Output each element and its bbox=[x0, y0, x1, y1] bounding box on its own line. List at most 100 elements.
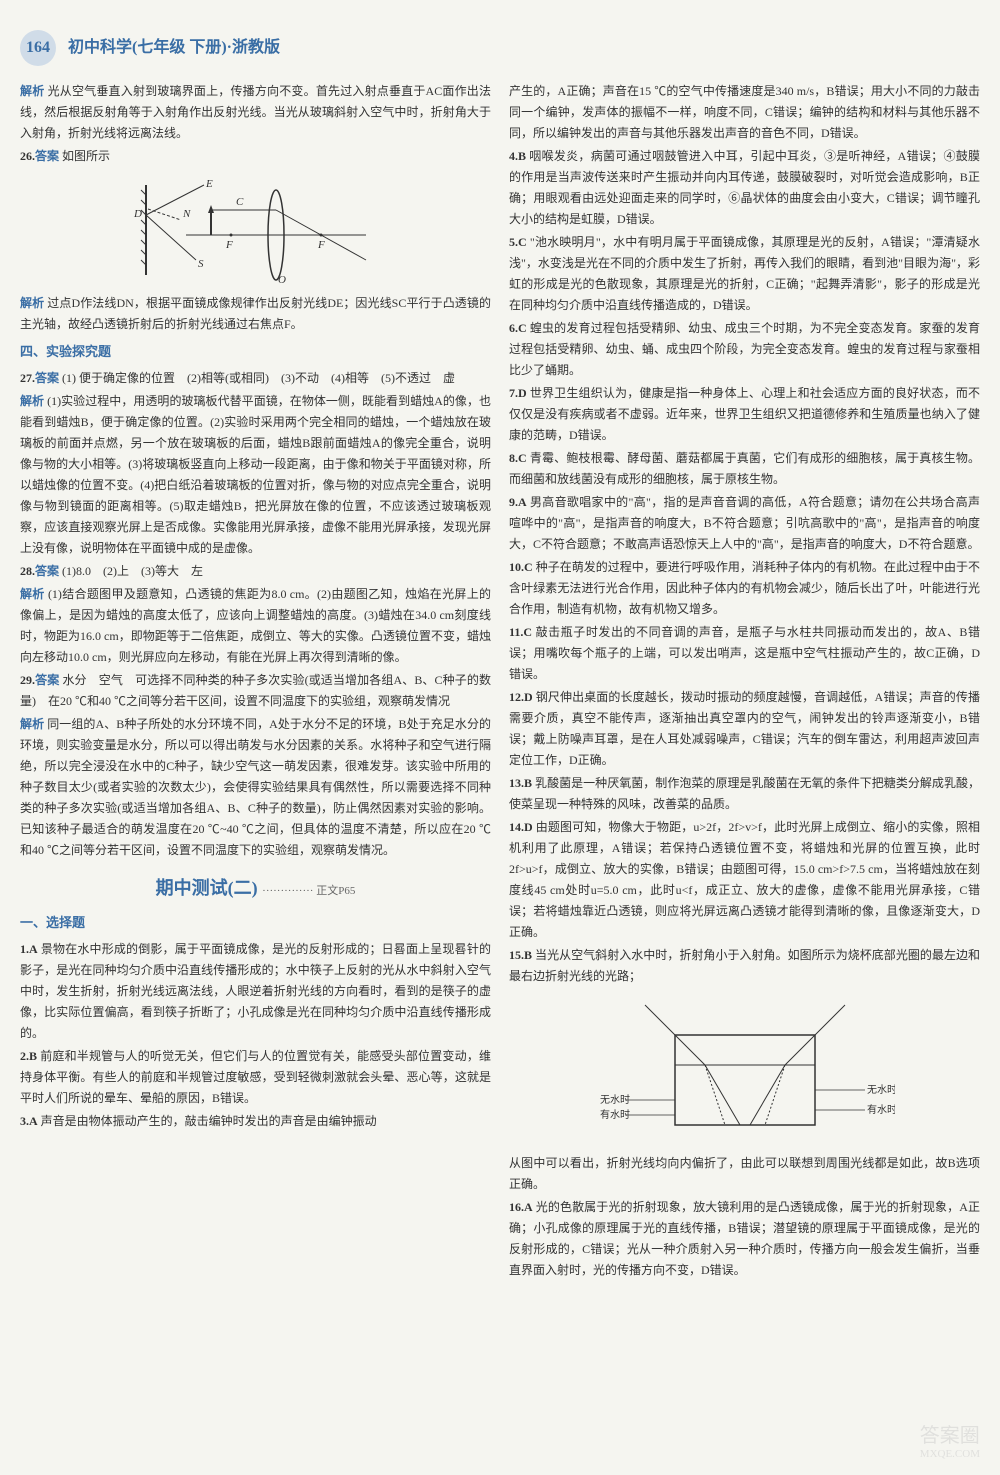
question-text: 当光从空气斜射入水中时，折射角小于入射角。如图所示为烧杯底部光圈的最左边和最右边… bbox=[509, 948, 980, 983]
question-num: 10.C bbox=[509, 560, 533, 574]
svg-text:N: N bbox=[182, 208, 191, 220]
page-number: 164 bbox=[20, 30, 56, 66]
section-4-title: 四、实验探究题 bbox=[20, 341, 491, 364]
analysis-text: 过点D作法线DN，根据平面镜成像规律作出反射光线DE；因光线SC平行于凸透镜的主… bbox=[20, 296, 491, 331]
question-num: 7.D bbox=[509, 386, 527, 400]
analysis-text: (1)结合题图甲及题意知，凸透镜的焦距为8.0 cm。(2)由题图乙知，烛焰在光… bbox=[20, 587, 491, 664]
answer-label: 答案 bbox=[35, 371, 59, 385]
watermark: 答案圈 MXQE.COM bbox=[920, 1419, 980, 1460]
q3: 3.A 声音是由物体振动产生的，敲击编钟时发出的声音是由编钟振动 bbox=[20, 1111, 491, 1132]
question-num: 3.A bbox=[20, 1114, 38, 1128]
optics-diagram: N E S D F F O C bbox=[126, 175, 386, 285]
analysis-label: 解析 bbox=[20, 84, 44, 98]
q27-analysis: 解析 (1)实验过程中，用透明的玻璃板代替平面镜，在物体一侧，既能看到蜡烛A的像… bbox=[20, 391, 491, 559]
svg-text:E: E bbox=[205, 178, 213, 190]
question-num: 4.B bbox=[509, 149, 526, 163]
q28-analysis: 解析 (1)结合题图甲及题意知，凸透镜的焦距为8.0 cm。(2)由题图乙知，烛… bbox=[20, 584, 491, 668]
analysis-text: 光从空气垂直入射到玻璃界面上，传播方向不变。首先过入射点垂直于AC面作出法线，然… bbox=[20, 84, 491, 140]
question-num: 26. bbox=[20, 149, 35, 163]
q26-answer: 26.答案 如图所示 bbox=[20, 146, 491, 167]
q10: 10.C 种子在萌发的过程中，要进行呼吸作用，消耗种子体内的有机物。在此过程中由… bbox=[509, 557, 980, 620]
q2: 2.B 前庭和半规管与人的听觉无关，但它们与人的位置觉有关，能感受头部位置变动，… bbox=[20, 1046, 491, 1109]
left-column: 解析 光从空气垂直入射到玻璃界面上，传播方向不变。首先过入射点垂直于AC面作出法… bbox=[20, 81, 491, 1283]
svg-text:C: C bbox=[236, 196, 244, 208]
q8: 8.C 青霉、鲍枝根霉、酵母菌、蘑菇都属于真菌，它们有成形的细胞核，属于真核生物… bbox=[509, 448, 980, 490]
svg-text:有水时: 有水时 bbox=[867, 1103, 895, 1116]
q15: 15.B 当光从空气斜射入水中时，折射角小于入射角。如图所示为烧杯底部光圈的最左… bbox=[509, 945, 980, 987]
svg-text:无水时: 无水时 bbox=[867, 1084, 895, 1096]
q9: 9.A 男高音歌唱家中的"高"，指的是声音音调的高低，A符合题意；请勿在公共场合… bbox=[509, 492, 980, 555]
page-title: 初中科学(七年级 下册)·浙教版 bbox=[68, 39, 280, 56]
question-text: 蝗虫的发育过程包括受精卵、幼虫、成虫三个时期，为不完全变态发育。家蚕的发育过程包… bbox=[509, 321, 980, 377]
q4: 4.B 咽喉发炎，病菌可通过咽鼓管进入中耳，引起中耳炎，③是听神经，A错误；④鼓… bbox=[509, 146, 980, 230]
q11: 11.C 敲击瓶子时发出的不同音调的声音，是瓶子与水柱共同振动而发出的，故A、B… bbox=[509, 622, 980, 685]
q1: 1.A 景物在水中形成的倒影，属于平面镜成像，是光的反射形成的；日晷面上呈现晷针… bbox=[20, 939, 491, 1044]
question-text: 青霉、鲍枝根霉、酵母菌、蘑菇都属于真菌，它们有成形的细胞核，属于真核生物。而细菌… bbox=[509, 451, 980, 486]
question-text: 男高音歌唱家中的"高"，指的是声音音调的高低，A符合题意；请勿在公共场合高声喧哗… bbox=[509, 495, 980, 551]
question-num: 15.B bbox=[509, 948, 532, 962]
question-num: 27. bbox=[20, 371, 35, 385]
question-num: 2.B bbox=[20, 1049, 37, 1063]
q27-answer: 27.答案 (1) 便于确定像的位置 (2)相等(或相同) (3)不动 (4)相… bbox=[20, 368, 491, 389]
page-header: 164 初中科学(七年级 下册)·浙教版 bbox=[20, 30, 980, 66]
question-num: 8.C bbox=[509, 451, 527, 465]
section-1-title: 一、选择题 bbox=[20, 912, 491, 935]
q29-answer: 29.答案 水分 空气 可选择不同种类的种子多次实验(或适当增加各组A、B、C种… bbox=[20, 670, 491, 712]
q14: 14.D 由题图可知，物像大于物距，u>2f，2f>v>f，此时光屏上成倒立、缩… bbox=[509, 817, 980, 943]
question-text: 乳酸菌是一种厌氧菌，制作泡菜的原理是乳酸菌在无氧的条件下把糖类分解成乳酸，使菜呈… bbox=[509, 776, 980, 811]
q28-answer: 28.答案 (1)8.0 (2)上 (3)等大 左 bbox=[20, 561, 491, 582]
test-ref-text: ·············· 正文P65 bbox=[262, 885, 355, 897]
question-text: "池水映明月"，水中有明月属于平面镜成像，其原理是光的反射，A错误；"潭清疑水浅… bbox=[509, 235, 980, 312]
question-text: 种子在萌发的过程中，要进行呼吸作用，消耗种子体内的有机物。在此过程中由于不含叶绿… bbox=[509, 560, 980, 616]
question-text: 声音是由物体振动产生的，敲击编钟时发出的声音是由编钟振动 bbox=[41, 1114, 377, 1128]
q3-continued: 产生的，A正确；声音在15 ℃的空气中传播速度是340 m/s，B错误；用大小不… bbox=[509, 81, 980, 144]
content-columns: 解析 光从空气垂直入射到玻璃界面上，传播方向不变。首先过入射点垂直于AC面作出法… bbox=[20, 81, 980, 1283]
question-text: 前庭和半规管与人的听觉无关，但它们与人的位置觉有关，能感受头部位置变动，维持身体… bbox=[20, 1049, 491, 1105]
q7: 7.D 世界卫生组织认为，健康是指一种身体上、心理上和社会适应方面的良好状态，而… bbox=[509, 383, 980, 446]
q12: 12.D 钢尺伸出桌面的长度越长，拨动时振动的频度越慢，音调越低，A错误；声音的… bbox=[509, 687, 980, 771]
question-text: 景物在水中形成的倒影，属于平面镜成像，是光的反射形成的；日晷面上呈现晷针的影子，… bbox=[20, 942, 491, 1040]
question-num: 11.C bbox=[509, 625, 532, 639]
question-text: 咽喉发炎，病菌可通过咽鼓管进入中耳，引起中耳炎，③是听神经，A错误；④鼓膜的作用… bbox=[509, 149, 980, 226]
svg-text:F: F bbox=[225, 239, 233, 251]
midterm-test-title: 期中测试(二) ·············· 正文P65 bbox=[20, 873, 491, 905]
svg-text:O: O bbox=[278, 274, 286, 285]
answer-label: 答案 bbox=[35, 673, 59, 687]
question-text: 钢尺伸出桌面的长度越长，拨动时振动的频度越慢，音调越低，A错误；声音的传播需要介… bbox=[509, 690, 980, 767]
question-text: 敲击瓶子时发出的不同音调的声音，是瓶子与水柱共同振动而发出的，故A、B错误；用嘴… bbox=[509, 625, 980, 681]
watermark-sub: MXQE.COM bbox=[920, 1448, 980, 1460]
analysis-text: 同一组的A、B种子所处的水分环境不同，A处于水分不足的环境，B处于充足水分的环境… bbox=[20, 717, 491, 857]
analysis-label: 解析 bbox=[20, 717, 44, 731]
answer-label: 答案 bbox=[35, 564, 59, 578]
question-text: 光的色散属于光的折射现象，放大镜利用的是凸透镜成像，属于光的折射现象，A正确；小… bbox=[509, 1200, 980, 1277]
question-num: 6.C bbox=[509, 321, 527, 335]
answer-text: (1) 便于确定像的位置 (2)相等(或相同) (3)不动 (4)相等 (5)不… bbox=[62, 371, 455, 385]
answer-text: 水分 空气 可选择不同种类的种子多次实验(或适当增加各组A、B、C种子的数量) … bbox=[20, 673, 491, 708]
watermark-main: 答案圈 bbox=[920, 1419, 980, 1448]
q15-after: 从图中可以看出，折射光线均向内偏折了，由此可以联想到周围光线都是如此，故B选项正… bbox=[509, 1153, 980, 1195]
question-num: 14.D bbox=[509, 820, 533, 834]
answer-label: 答案 bbox=[35, 149, 59, 163]
question-num: 12.D bbox=[509, 690, 533, 704]
answer-text: (1)8.0 (2)上 (3)等大 左 bbox=[62, 564, 203, 578]
svg-text:D: D bbox=[133, 208, 142, 220]
question-num: 13.B bbox=[509, 776, 532, 790]
question-num: 9.A bbox=[509, 495, 527, 509]
question-num: 28. bbox=[20, 564, 35, 578]
analysis-block: 解析 光从空气垂直入射到玻璃界面上，传播方向不变。首先过入射点垂直于AC面作出法… bbox=[20, 81, 491, 144]
q5: 5.C "池水映明月"，水中有明月属于平面镜成像，其原理是光的反射，A错误；"潭… bbox=[509, 232, 980, 316]
question-num: 16.A bbox=[509, 1200, 533, 1214]
question-num: 5.C bbox=[509, 235, 527, 249]
question-num: 1.A bbox=[20, 942, 38, 956]
q26-analysis: 解析 过点D作法线DN，根据平面镜成像规律作出反射光线DE；因光线SC平行于凸透… bbox=[20, 293, 491, 335]
svg-text:无水时: 无水时 bbox=[600, 1094, 630, 1106]
svg-text:有水时: 有水时 bbox=[600, 1108, 630, 1121]
right-column: 产生的，A正确；声音在15 ℃的空气中传播速度是340 m/s，B错误；用大小不… bbox=[509, 81, 980, 1283]
q6: 6.C 蝗虫的发育过程包括受精卵、幼虫、成虫三个时期，为不完全变态发育。家蚕的发… bbox=[509, 318, 980, 381]
question-text: 由题图可知，物像大于物距，u>2f，2f>v>f，此时光屏上成倒立、缩小的实像，… bbox=[509, 820, 980, 939]
analysis-label: 解析 bbox=[20, 587, 45, 601]
test-title-text: 期中测试(二) bbox=[156, 878, 258, 898]
analysis-label: 解析 bbox=[20, 394, 44, 408]
q13: 13.B 乳酸菌是一种厌氧菌，制作泡菜的原理是乳酸菌在无氧的条件下把糖类分解成乳… bbox=[509, 773, 980, 815]
refraction-diagram: 无水时 有水时 无水时 有水时 bbox=[595, 995, 895, 1145]
